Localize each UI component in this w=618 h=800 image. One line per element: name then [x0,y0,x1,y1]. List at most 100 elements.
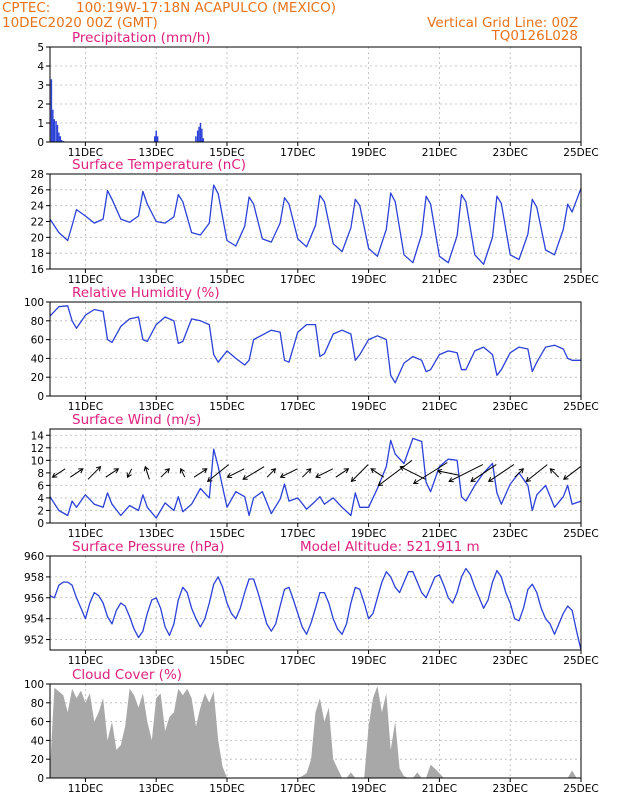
precipitation-xtick-label: 23DEC [492,147,527,159]
wind-ytick-label: 12 [31,443,44,455]
temperature-xtick-label: 15DEC [209,274,244,286]
wind-arrow [160,468,170,478]
wind-xtick-label: 11DEC [68,528,103,540]
precipitation-xtick-label: 11DEC [68,147,103,159]
header-code: TQ0126L028 [490,28,578,44]
humidity-frame [49,301,582,397]
precipitation-bar [50,79,53,142]
wind-xtick-label: 17DEC [280,528,315,540]
precipitation-bar [198,126,200,142]
humidity-xtick-label: 17DEC [280,401,315,413]
cloud_cover-ytick-label: 40 [31,735,44,747]
humidity-panel: Relative Humidity (%) 0 20 40 60 80 100 11DEC 13… [24,285,599,413]
wind-arrow [563,466,581,480]
wind-title: Surface Wind (m/s) [72,412,201,428]
wind-arrow [487,464,515,482]
wind-arrow [377,460,413,487]
precipitation-bar [196,130,199,142]
wind-arrow [470,464,497,482]
humidity-ytick-label: 0 [37,391,44,403]
pressure-annotation: Model Altitude: 521.911 m [300,539,480,555]
precipitation-bar [155,130,157,142]
precipitation-bar [154,136,156,142]
precipitation-bar [60,140,63,142]
cloud_cover-ytick-label: 0 [37,773,44,785]
wind-ytick-label: 14 [31,430,45,442]
cloud_cover-xtick-label: 11DEC [68,783,103,795]
temperature-ytick-label: 16 [31,264,45,276]
wind-xtick-label: 25DEC [563,528,598,540]
precipitation-xtick-label: 17DEC [280,147,315,159]
wind-ytick-label: 8 [37,468,44,480]
wind-arrow [279,468,298,479]
temperature-panel: Surface Temperature (nC) 16 18 20 22 24 26 28 11… [31,157,599,286]
pressure-xtick-label: 23DEC [492,655,527,667]
wind-arrow [87,466,102,480]
pressure-xtick-label: 21DEC [422,655,457,667]
header-location: 100:19W-17:18N ACAPULCO (MEXICO) [76,0,336,16]
temperature-xtick-label: 11DEC [68,274,103,286]
wind-arrow [226,468,245,479]
wind-arrow [126,468,133,479]
temperature-xtick-label: 13DEC [138,274,173,286]
cloud_cover-ytick-label: 20 [31,754,44,766]
precipitation-bar [59,136,62,142]
cloud_cover-xtick-label: 19DEC [351,783,386,795]
humidity-ytick-label: 40 [31,353,44,365]
humidity-series-line [49,305,581,384]
pressure-xtick-label: 19DEC [351,655,386,667]
cloud_cover-xtick-label: 17DEC [280,783,315,795]
wind-arrow [436,468,459,476]
wind-arrow [412,462,448,485]
wind-arrow [266,468,277,478]
humidity-title: Relative Humidity (%) [72,285,220,301]
pressure-xtick-label: 11DEC [68,655,103,667]
pressure-xtick-label: 17DEC [280,655,315,667]
wind-arrow [315,468,334,479]
precipitation-bar [58,132,60,142]
wind-xtick-label: 19DEC [351,528,386,540]
cloud_cover-xtick-label: 23DEC [492,783,527,795]
pressure-title: Surface Pressure (hPa) [72,539,225,555]
wind-arrow [549,468,560,478]
temperature-series-line [49,184,582,265]
humidity-xtick-label: 19DEC [351,401,386,413]
pressure-ytick-label: 956 [24,593,44,605]
humidity-xtick-label: 23DEC [492,401,527,413]
temperature-ytick-label: 22 [31,217,44,229]
humidity-xtick-label: 21DEC [422,401,457,413]
pressure-panel: Surface Pressure (hPa) Model Altitude: 52… [24,539,599,667]
precipitation-bar [55,121,57,142]
precipitation-bar [195,136,197,142]
cloud_cover-ytick-label: 100 [24,679,44,691]
precipitation-bar [53,119,55,142]
pressure-ytick-label: 958 [24,572,44,584]
wind-arrow [514,468,524,478]
wind-arrow [51,468,66,478]
wind-arrow [179,467,186,478]
precipitation-ytick-label: 5 [37,42,44,54]
wind-arrow [193,468,208,478]
cloud_cover-xtick-label: 21DEC [422,783,457,795]
precipitation-ytick-label: 4 [37,61,44,73]
wind-arrow [335,468,350,478]
cloud_cover-title: Cloud Cover (%) [72,667,182,683]
temperature-title: Surface Temperature (nC) [72,157,246,173]
wind-arrow [105,468,120,478]
pressure-series-line [49,567,582,651]
precipitation-bar [199,123,202,142]
pressure-ytick-label: 960 [24,551,44,563]
temperature-ytick-label: 24 [31,201,45,213]
temperature-xtick-label: 19DEC [351,274,386,286]
wind-arrow [242,466,265,480]
wind-arrow [525,464,548,483]
temperature-xtick-label: 17DEC [280,274,315,286]
wind-ytick-label: 0 [37,518,44,530]
pressure-ytick-label: 954 [24,614,44,626]
precipitation-ytick-label: 3 [37,80,44,92]
cloud_cover-frame [49,683,582,779]
wind-arrow [302,468,312,478]
pressure-xtick-label: 15DEC [209,655,244,667]
